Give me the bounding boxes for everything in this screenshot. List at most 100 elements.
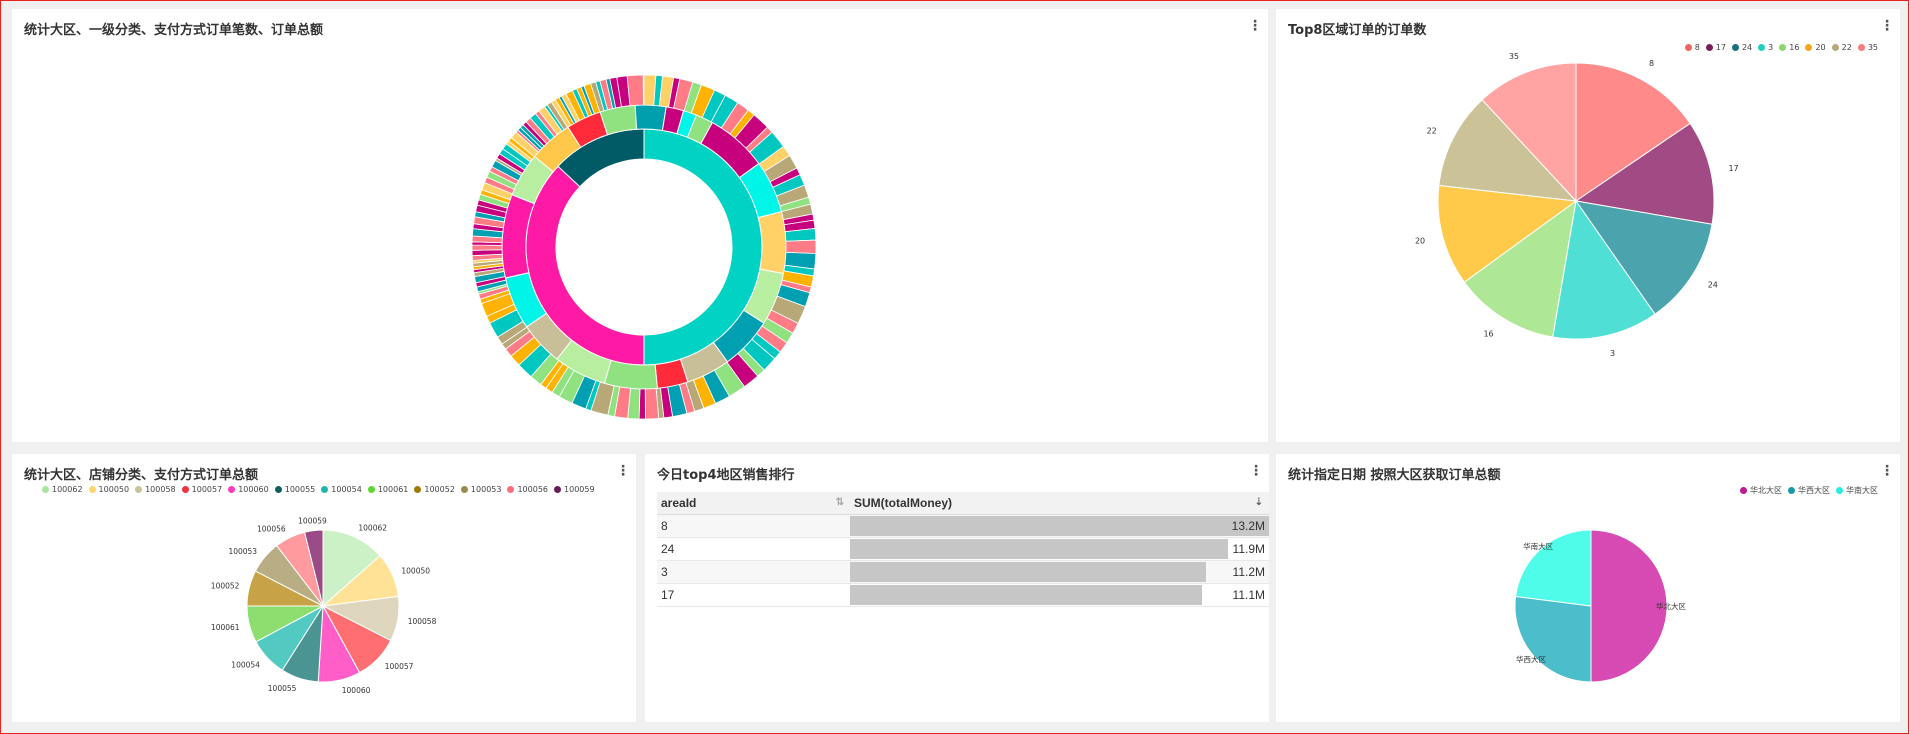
more-menu-icon[interactable]: ⋮ [1248, 17, 1262, 33]
pie-slice[interactable] [322, 529, 381, 608]
legend-dot-icon [414, 486, 422, 493]
legend-item[interactable]: 100061 [367, 485, 409, 494]
legend-item[interactable]: 100057 [181, 485, 222, 494]
legend-dot-icon [367, 486, 375, 493]
pie-slice[interactable] [1574, 200, 1713, 315]
legend-item[interactable]: 100053 [460, 485, 501, 494]
legend-item[interactable]: 100054 [321, 485, 362, 494]
top8-pie-chart[interactable]: 8 17 24 3 16 20 22 35 [1276, 9, 1900, 442]
legend-dot-icon [460, 486, 468, 493]
legend-label: 100061 [377, 485, 409, 494]
pie-slice[interactable] [1590, 529, 1668, 683]
legend-label: 35 [1867, 43, 1878, 52]
legend-dot-icon [1788, 487, 1795, 494]
pie-slice-label: 100060 [342, 686, 371, 695]
pie-slice-label: 3 [1610, 349, 1615, 358]
legend-dot-icon [321, 486, 329, 493]
panel-title: 统计大区、一级分类、支付方式订单笔数、订单总额 [24, 23, 324, 38]
legend-item[interactable]: 100059 [554, 485, 595, 494]
sunburst-outer-segment[interactable] [644, 388, 660, 420]
legend-label: 17 [1715, 43, 1726, 52]
legend-label: 20 [1815, 43, 1826, 52]
legend-dot-icon [1731, 44, 1739, 51]
legend-item[interactable]: 华西大区 [1788, 485, 1830, 496]
legend-label: 100058 [145, 485, 176, 494]
sunburst-middle-segment[interactable] [603, 359, 658, 390]
table-row[interactable]: 8 13.2M [657, 514, 1269, 538]
sort-desc-icon[interactable]: ⇣ [1254, 497, 1263, 508]
more-menu-icon[interactable]: ⋮ [1880, 462, 1894, 478]
legend-dot-icon [1857, 44, 1865, 51]
table-row[interactable]: 24 11.9M [657, 537, 1269, 561]
legend-dot-icon [554, 486, 562, 493]
legend-item[interactable]: 华南大区 [1836, 485, 1878, 496]
pie-slice-label: 35 [1509, 52, 1519, 61]
legend-item[interactable]: 100058 [135, 485, 176, 494]
legend-item[interactable]: 20 [1805, 43, 1826, 52]
legend-label: 100055 [284, 485, 316, 494]
areaid-cell: 24 [657, 537, 850, 561]
sum-totalmoney-cell: 11.1M [850, 583, 1269, 607]
more-menu-icon[interactable]: ⋮ [1249, 462, 1263, 478]
legend-item[interactable]: 22 [1831, 43, 1852, 52]
sunburst-middle-segment[interactable] [757, 211, 787, 275]
sunburst-outer-segment[interactable] [785, 239, 817, 254]
legend-item[interactable]: 17 [1705, 43, 1726, 52]
more-menu-icon[interactable]: ⋮ [616, 462, 630, 478]
sunburst-outer-segment[interactable] [471, 244, 503, 251]
table-row[interactable]: 17 11.1M [657, 583, 1269, 607]
pie-slice[interactable] [1514, 595, 1592, 683]
pie-slice[interactable] [1463, 199, 1577, 338]
pie-slice-label: 16 [1483, 329, 1493, 338]
legend-item[interactable]: 100056 [507, 485, 548, 494]
value-text: 11.9M [1232, 542, 1265, 556]
legend-dot-icon [1758, 44, 1766, 51]
legend-label: 华西大区 [1798, 486, 1830, 495]
pie-slice[interactable] [1574, 122, 1715, 225]
legend-item[interactable]: 8 [1684, 43, 1700, 52]
store-pie-chart[interactable]: 100062 100050 100058 100057 100060 100055 1000… [12, 454, 636, 722]
legend-item[interactable]: 100062 [42, 485, 83, 494]
ranking-table: areaId ⇅ SUM(totalMoney) ⇣ 8 13.2M 24 11.9M 3 1… [657, 492, 1269, 607]
sort-icon[interactable]: ⇅ [835, 497, 844, 508]
legend-item[interactable]: 16 [1779, 43, 1799, 52]
legend-item[interactable]: 24 [1731, 43, 1752, 52]
pie-slice[interactable] [303, 529, 324, 607]
store-pie-panel: 统计大区、店铺分类、支付方式订单总额 ⋮ 100062 100050 100058 1… [12, 454, 636, 722]
pie-slice[interactable] [1515, 529, 1592, 607]
pie-slice[interactable] [1575, 62, 1691, 202]
pie-slice[interactable] [1552, 199, 1656, 340]
sunburst-chart[interactable] [12, 9, 1268, 442]
legend-dot-icon [1705, 44, 1713, 51]
table-row[interactable]: 3 11.2M [657, 560, 1269, 584]
areaid-cell: 17 [657, 583, 850, 607]
chart-legend: 8 17 24 3 16 20 22 35 [1679, 43, 1878, 53]
pie-slice-label: 100050 [401, 567, 430, 576]
sunburst-outer-segment[interactable] [626, 74, 644, 107]
legend-item[interactable]: 华北大区 [1740, 485, 1782, 496]
areaid-cell: 8 [657, 514, 850, 538]
pie-slice-label: 8 [1649, 59, 1654, 68]
legend-item[interactable]: 100052 [414, 485, 455, 494]
top8-pie-panel: Top8区域订单的订单数 ⋮ 8 17 24 3 16 20 22 35 8 17 24 3 16 20… [1276, 9, 1900, 442]
legend-label: 100050 [98, 485, 130, 494]
sunburst-middle-segment[interactable] [634, 104, 667, 132]
pie-slice-label: 华南大区 [1523, 541, 1553, 551]
legend-item[interactable]: 100060 [228, 485, 269, 494]
pie-slice[interactable] [1481, 62, 1577, 203]
sum-totalmoney-cell: 11.2M [850, 560, 1269, 584]
sum-totalmoney-cell: 13.2M [850, 514, 1269, 538]
column-header-areaid[interactable]: areaId ⇅ [657, 492, 850, 515]
legend-item[interactable]: 35 [1857, 43, 1878, 52]
column-header-sum-totalmoney[interactable]: SUM(totalMoney) ⇣ [850, 492, 1269, 515]
legend-dot-icon [507, 486, 515, 493]
pie-slice[interactable] [1438, 99, 1578, 202]
legend-item[interactable]: 100050 [88, 485, 130, 494]
legend-label: 16 [1789, 43, 1800, 52]
pie-slice[interactable] [1437, 184, 1578, 283]
legend-item[interactable]: 100055 [274, 485, 316, 494]
more-menu-icon[interactable]: ⋮ [1880, 17, 1894, 33]
sunburst-outer-segment[interactable] [642, 74, 645, 106]
legend-item[interactable]: 3 [1758, 43, 1773, 52]
